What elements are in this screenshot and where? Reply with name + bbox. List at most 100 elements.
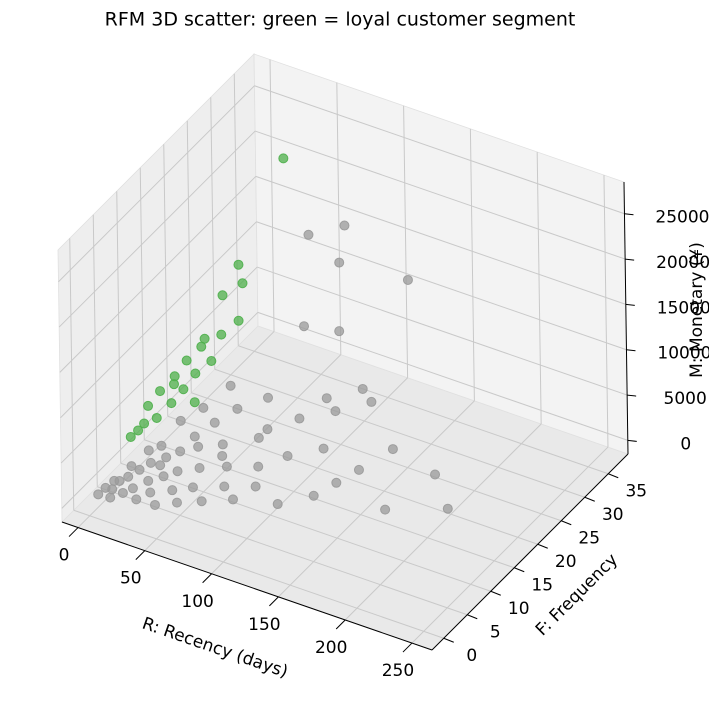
point [299,321,310,332]
grid-line [163,144,169,417]
point [189,397,200,408]
point [143,475,154,486]
grid-line [336,82,342,355]
point [131,494,142,505]
grid-line [58,130,256,328]
point [187,482,198,493]
point [282,450,293,461]
grid-line [254,130,626,260]
grid-line [536,151,542,424]
y-tick-label: 5 [490,623,501,643]
point [143,445,154,456]
z-tick [625,303,635,306]
point [233,259,244,270]
point [193,441,204,452]
grid-line [144,439,515,569]
y-tick [490,590,501,596]
point [199,333,210,344]
point [127,483,138,494]
y-tick [561,520,572,526]
point [430,469,441,480]
point [217,290,228,301]
point [250,481,261,492]
grid-line [257,311,628,441]
point [321,393,332,404]
point [198,402,209,413]
y-tick-label: 10 [508,599,530,619]
point [181,355,192,366]
point [169,379,180,390]
point [126,461,137,472]
grid-line [116,191,122,464]
y-tick [443,637,454,643]
z-tick-label: 20000 [656,253,709,273]
point [194,462,205,473]
grid-line [191,392,562,522]
point [117,487,128,498]
point [263,392,274,403]
point [134,464,145,475]
point [143,400,154,411]
x-tick-label: 50 [120,569,142,589]
point [331,477,342,488]
point [166,398,177,409]
point [221,461,232,472]
point [145,457,156,468]
z-tick [627,439,637,442]
point [93,489,104,500]
grid-line [411,446,609,644]
grid-line [167,415,538,545]
point [294,413,305,424]
point [133,425,144,436]
point [125,431,136,442]
chart-title: RFM 3D scatter: green = loyal customer s… [105,9,576,31]
point [366,396,377,407]
z-tick [625,258,635,261]
x-tick [402,642,413,653]
grid-line [233,73,239,346]
grid-line [186,120,192,393]
point [105,492,116,503]
grid-line [269,59,275,332]
grid-line [61,312,259,509]
grid-line [469,128,475,401]
point [339,220,350,231]
x-tick [335,619,346,630]
point [175,415,186,426]
point [151,412,162,423]
z-tick [626,349,636,352]
z-tick-label: 25000 [655,208,709,228]
point [262,424,273,435]
point [175,446,186,457]
point [189,431,200,442]
point [216,329,227,340]
x-tick [68,527,79,537]
x-tick [269,596,279,607]
point [139,418,150,429]
x-tick-label: 250 [382,661,414,681]
point [357,383,368,394]
point [353,464,364,475]
grid-line [69,238,75,511]
grid-line [73,509,444,639]
point [272,499,283,510]
grid-line [60,221,257,419]
y-tick-label: 15 [531,576,553,596]
point [303,229,314,240]
point [278,153,289,164]
point [145,487,156,498]
point [178,384,189,395]
x-tick-label: 100 [181,592,213,612]
y-tick [584,496,595,502]
point [402,274,413,285]
point [334,326,345,337]
grid-line [403,105,409,378]
point [123,471,134,482]
point [225,380,236,391]
point [232,403,243,414]
grid-line [211,377,408,575]
point [206,355,217,366]
z-tick [627,394,637,397]
y-axis [431,453,629,651]
